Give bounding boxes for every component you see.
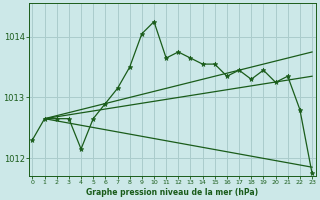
X-axis label: Graphe pression niveau de la mer (hPa): Graphe pression niveau de la mer (hPa): [86, 188, 258, 197]
